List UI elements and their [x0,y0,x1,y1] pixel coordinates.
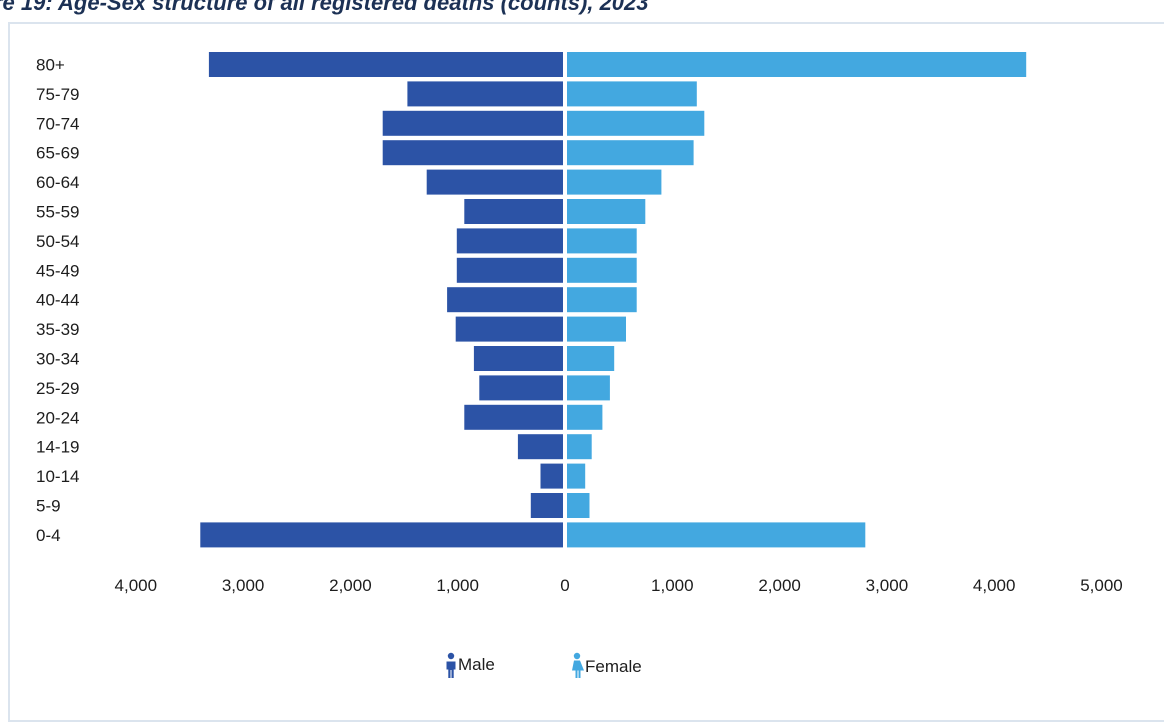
age-label-50-54: 50-54 [36,232,79,251]
legend-item-male: Male [446,652,495,678]
bar-female-35-39 [567,316,626,342]
x-tick-label: 3,000 [866,576,909,595]
bar-male-65-69 [382,140,563,166]
chart-title: re 19: Age-Sex structure of all register… [0,0,649,15]
bar-female-5-9 [567,493,590,518]
bar-female-0-4 [567,522,866,548]
x-tick-label: 5,000 [1080,576,1123,595]
male-person-icon [446,652,456,678]
bar-male-5-9 [530,493,563,518]
bar-male-60-64 [426,169,563,195]
bar-female-20-24 [567,404,603,430]
bar-female-70-74 [567,110,705,136]
bar-male-50-54 [456,228,563,254]
x-tick-label: 0 [560,576,569,595]
x-tick-label: 1,000 [436,576,479,595]
age-label-65-69: 65-69 [36,144,79,163]
bar-female-80+ [567,52,1027,77]
x-tick-label: 2,000 [329,576,372,595]
x-tick-label: 4,000 [115,576,158,595]
bar-female-55-59 [567,199,646,224]
bar-female-75-79 [567,81,697,107]
age-label-20-24: 20-24 [36,408,79,427]
bar-female-10-14 [567,463,586,489]
bar-female-65-69 [567,140,694,166]
bar-male-0-4 [200,522,564,548]
bar-female-60-64 [567,169,662,195]
bar-female-50-54 [567,228,637,254]
legend-label-female: Female [585,657,642,676]
x-tick-label: 2,000 [758,576,801,595]
age-label-45-49: 45-49 [36,261,79,280]
bar-male-75-79 [407,81,563,107]
x-tick-label: 3,000 [222,576,265,595]
population-pyramid-chart: 80+ 75-79 70-74 65-69 60-64 55-59 50-54 45-49 40… [36,52,1123,678]
bar-male-55-59 [464,199,563,224]
age-label-14-19: 14-19 [36,438,79,457]
bar-female-45-49 [567,257,637,283]
bar-female-25-29 [567,375,610,401]
legend-label-male: Male [458,655,495,674]
age-labels: 80+ 75-79 70-74 65-69 60-64 55-59 50-54 45-49 40… [36,56,79,545]
female-person-icon [572,652,584,678]
bar-female-40-44 [567,287,637,313]
age-label-10-14: 10-14 [36,467,79,486]
male-bars [200,52,564,548]
x-axis-ticks: 4,000 3,000 2,000 1,000 0 1,000 2,000 3,000 4,00… [115,576,1123,595]
age-label-60-64: 60-64 [36,173,79,192]
age-label-35-39: 35-39 [36,320,79,339]
bar-male-10-14 [540,463,563,489]
age-label-70-74: 70-74 [36,114,79,133]
bar-female-14-19 [567,434,592,460]
bar-female-30-34 [567,346,615,371]
bar-male-70-74 [382,110,563,136]
x-tick-label: 4,000 [973,576,1016,595]
bar-male-45-49 [456,257,563,283]
legend-item-female: Female [572,652,642,678]
bar-male-80+ [208,52,563,77]
age-label-5-9: 5-9 [36,497,61,516]
bar-male-40-44 [447,287,563,313]
age-label-25-29: 25-29 [36,379,79,398]
female-bars [567,52,1027,548]
age-label-0-4: 0-4 [36,526,61,545]
bar-male-25-29 [479,375,563,401]
age-label-40-44: 40-44 [36,291,79,310]
x-tick-label: 1,000 [651,576,694,595]
age-label-80+: 80+ [36,56,65,75]
age-label-55-59: 55-59 [36,203,79,222]
age-label-75-79: 75-79 [36,85,79,104]
bar-male-35-39 [455,316,563,342]
bar-male-20-24 [464,404,563,430]
bar-male-30-34 [473,346,563,371]
legend: Male Female [446,652,642,678]
age-label-30-34: 30-34 [36,350,79,369]
bar-male-14-19 [517,434,563,460]
